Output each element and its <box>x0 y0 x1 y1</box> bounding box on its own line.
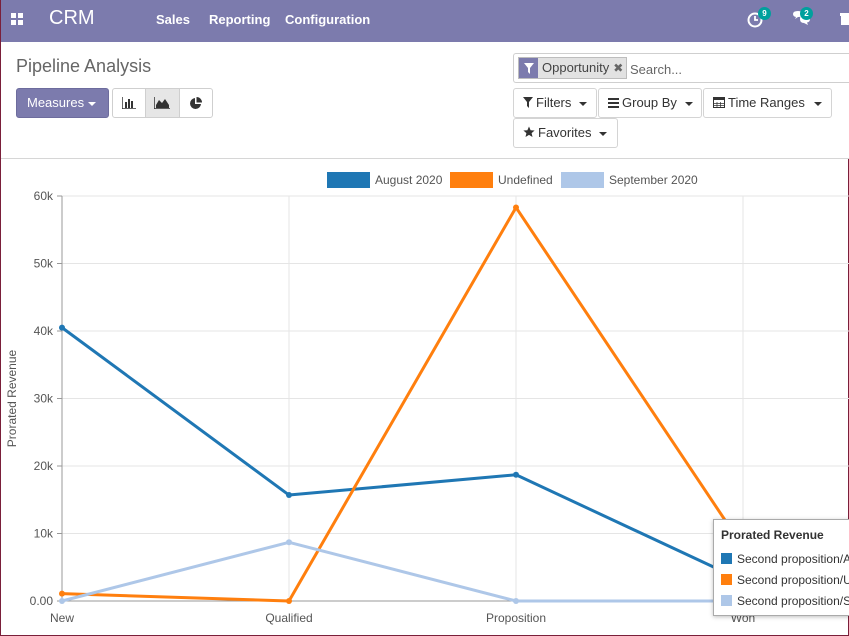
timeranges-label: Time Ranges <box>728 95 805 110</box>
apps-grid-icon[interactable] <box>11 13 25 27</box>
view-switcher <box>112 88 213 118</box>
menu-sales[interactable]: Sales <box>156 12 190 27</box>
data-point <box>286 598 292 604</box>
data-point <box>59 590 65 597</box>
y-tick-label: 10k <box>34 527 54 541</box>
timeranges-dropdown[interactable]: Time Ranges <box>703 88 832 118</box>
data-point <box>286 539 292 546</box>
tooltip-row: Second proposition/A <box>721 548 849 569</box>
control-panel: Pipeline Analysis Measures Opportunity ✖… <box>1 42 849 159</box>
top-navbar: CRM Sales Reporting Configuration 9 2 <box>1 0 849 42</box>
legend-label: Undefined <box>498 173 553 187</box>
bar-chart-button[interactable] <box>113 89 147 117</box>
tooltip-row-label: Second proposition/U <box>737 572 849 587</box>
search-input[interactable] <box>630 59 845 79</box>
filter-funnel-icon <box>523 97 533 108</box>
search-bar: Opportunity ✖ <box>513 53 849 83</box>
activity-count-badge: 9 <box>758 7 771 20</box>
calendar-icon <box>713 97 725 108</box>
favorites-dropdown[interactable]: Favorites <box>513 118 618 148</box>
facet-value: Opportunity <box>542 60 610 75</box>
x-tick-label: New <box>50 611 74 625</box>
tooltip-row: Second proposition/S <box>721 590 849 611</box>
star-icon <box>523 126 535 137</box>
tooltip-swatch <box>721 595 732 606</box>
app-brand[interactable]: CRM <box>49 7 95 29</box>
pie-chart-button[interactable] <box>180 89 212 117</box>
data-point <box>286 492 292 499</box>
x-tick-label: Proposition <box>486 611 546 625</box>
measures-button[interactable]: Measures <box>16 88 109 118</box>
caret-down-icon <box>599 131 608 136</box>
legend-label: September 2020 <box>609 173 698 187</box>
tooltip-row: Second proposition/U <box>721 569 849 590</box>
pie-chart-icon <box>190 96 203 109</box>
filters-dropdown[interactable]: Filters <box>513 88 597 118</box>
data-point <box>59 598 65 604</box>
legend-label: August 2020 <box>375 173 443 187</box>
legend-swatch <box>450 172 493 188</box>
filter-funnel-icon <box>519 58 538 78</box>
page-title: Pipeline Analysis <box>16 56 152 76</box>
tooltip-title: Prorated Revenue <box>721 528 824 542</box>
series-line <box>61 326 744 583</box>
y-tick-label: 0.00 <box>30 594 54 608</box>
chat-bubbles-icon[interactable]: 2 <box>792 7 814 30</box>
data-point <box>59 324 65 331</box>
measures-label: Measures <box>27 95 85 110</box>
caret-down-icon <box>813 101 822 106</box>
series-line <box>61 205 745 603</box>
groupby-dropdown[interactable]: Group By <box>598 88 702 118</box>
activity-clock-icon[interactable]: 9 <box>747 7 771 30</box>
data-point <box>513 598 519 604</box>
filters-label: Filters <box>536 95 572 110</box>
y-tick-label: 20k <box>34 459 54 473</box>
tooltip-swatch <box>721 553 732 564</box>
messages-count-badge: 2 <box>800 7 813 20</box>
close-icon[interactable]: ✖ <box>613 61 624 75</box>
area-chart-icon <box>154 97 171 109</box>
favorites-label: Favorites <box>538 125 592 140</box>
y-tick-label: 60k <box>34 189 54 203</box>
tooltip-swatch <box>721 574 732 585</box>
y-tick-label: 30k <box>34 392 54 406</box>
series-line <box>61 540 743 603</box>
area-chart-button[interactable] <box>146 89 180 117</box>
y-tick-label: 40k <box>34 324 54 338</box>
chart-tooltip: Prorated Revenue Second proposition/A Se… <box>713 519 849 616</box>
legend-swatch <box>327 172 370 188</box>
tooltip-row-label: Second proposition/A <box>737 551 849 566</box>
menu-reporting[interactable]: Reporting <box>209 12 271 27</box>
pipeline-line-chart: 0.00 10k 20k 30k 40k 50k 60k New Qualified Propos… <box>5 172 849 625</box>
caret-down-icon <box>684 101 693 106</box>
data-point <box>513 204 519 211</box>
filter-facet[interactable]: Opportunity ✖ <box>518 57 628 79</box>
bars-icon <box>608 98 619 108</box>
tooltip-row-label: Second proposition/S <box>737 593 849 608</box>
data-point <box>513 471 519 478</box>
y-tick-label: 50k <box>34 257 54 271</box>
menu-configuration[interactable]: Configuration <box>285 12 371 27</box>
gift-icon[interactable] <box>840 10 849 30</box>
caret-down-icon <box>579 101 588 106</box>
x-tick-label: Qualified <box>265 611 312 625</box>
y-axis-label: Prorated Revenue <box>5 349 19 447</box>
groupby-label: Group By <box>622 95 677 110</box>
bar-chart-icon <box>122 97 137 109</box>
legend-swatch <box>561 172 604 188</box>
caret-down-icon <box>88 101 97 106</box>
